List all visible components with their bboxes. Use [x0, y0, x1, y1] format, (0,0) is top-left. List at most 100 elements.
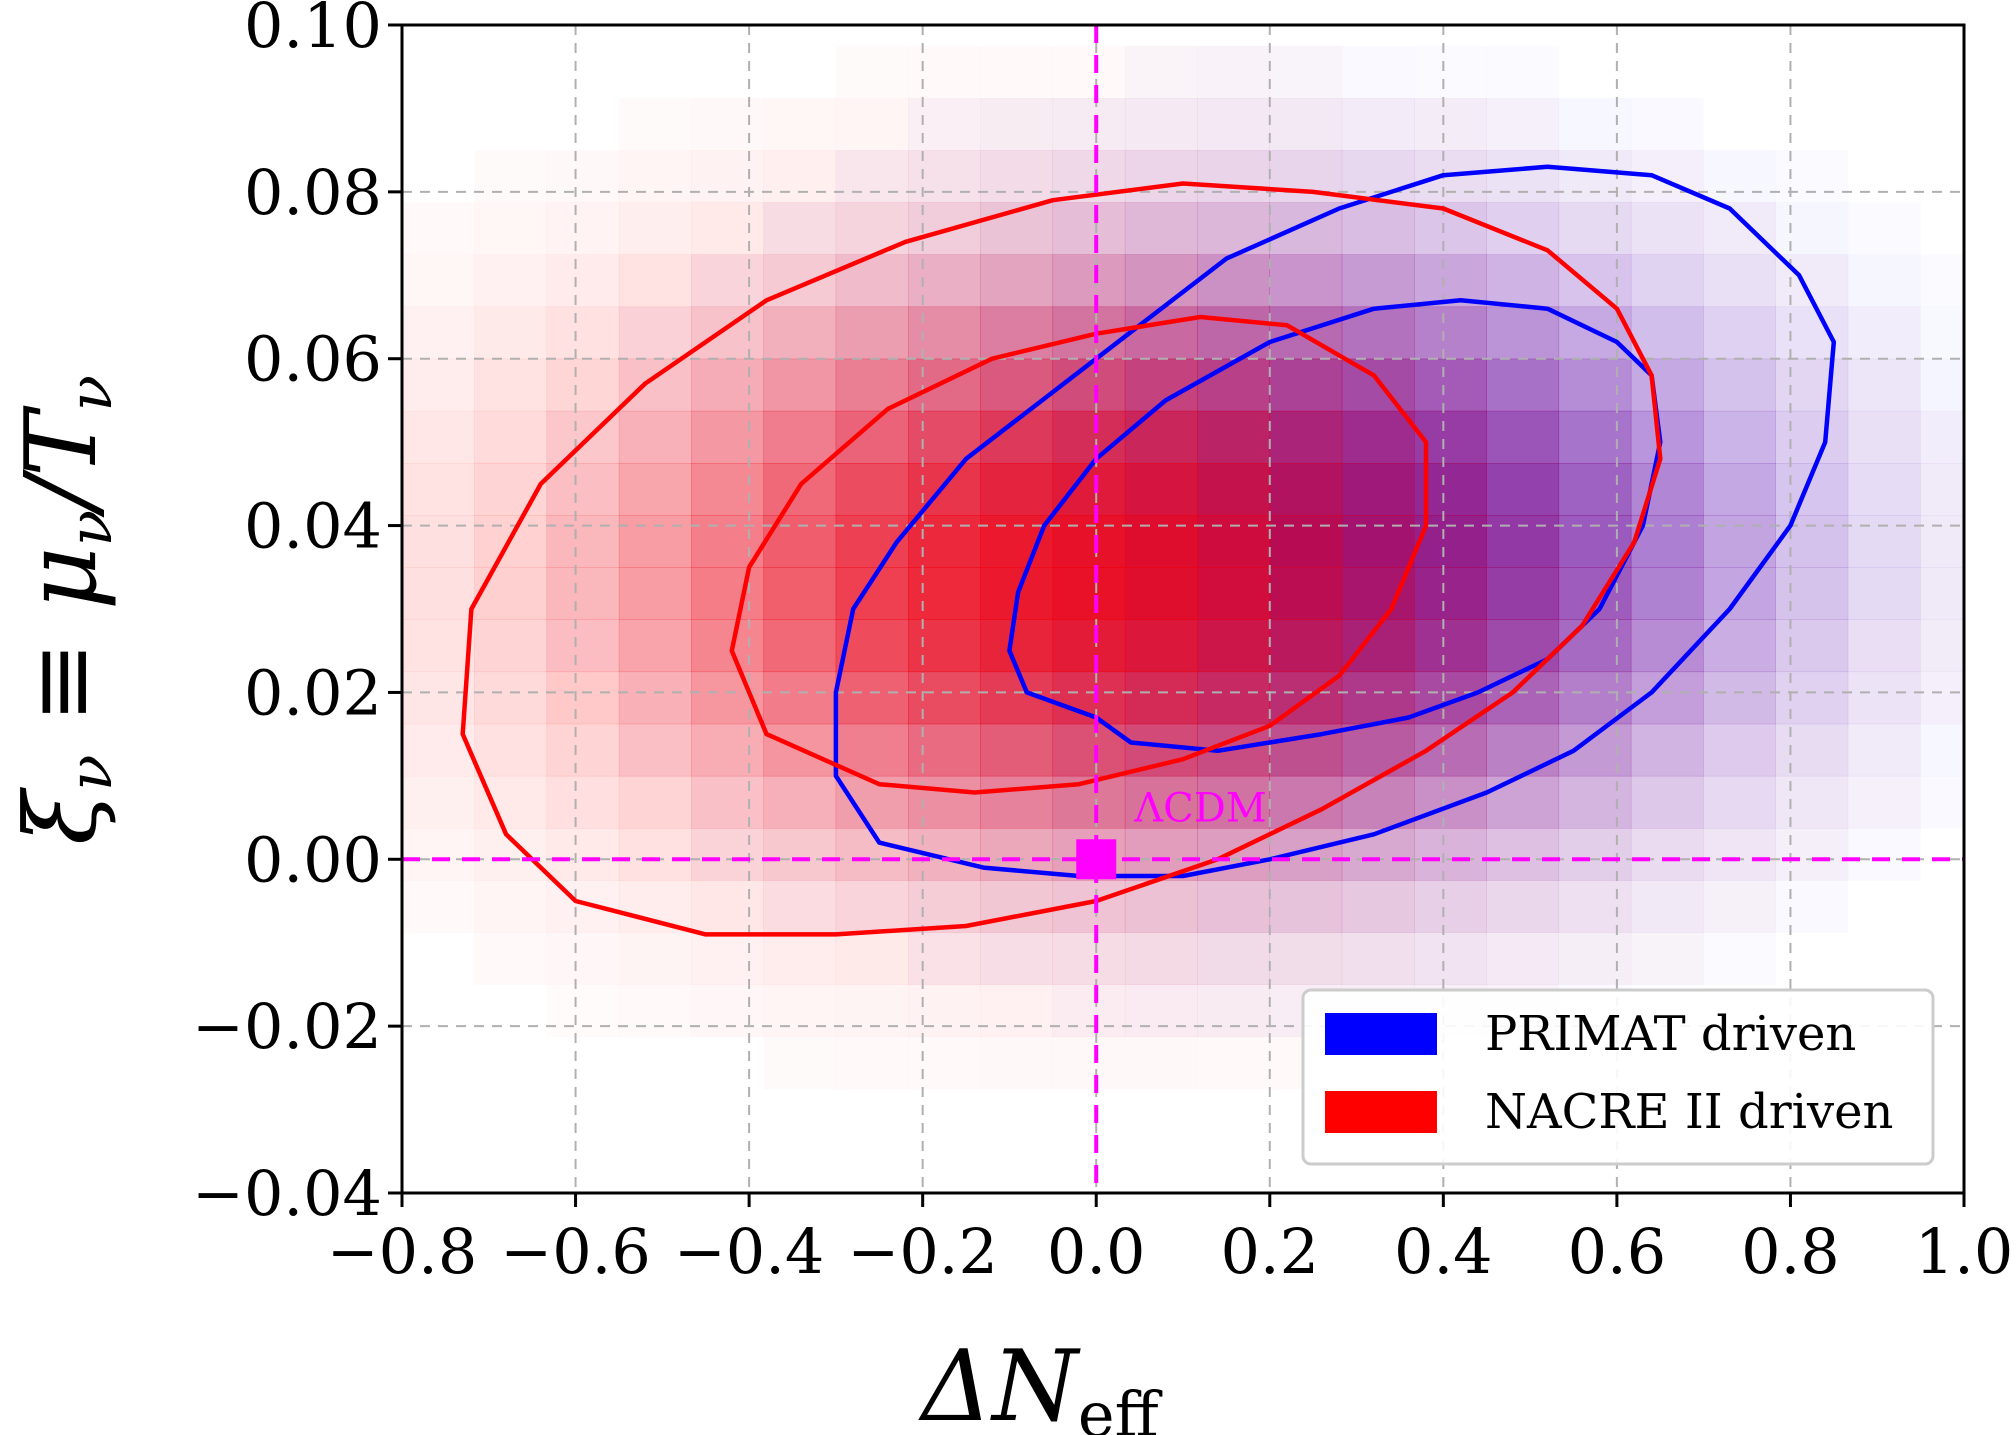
heatmap-cell [1486, 515, 1560, 568]
heatmap-cell [1558, 463, 1632, 516]
heatmap-cell [763, 671, 837, 725]
heatmap-cell [980, 880, 1054, 933]
heatmap-cell [1630, 775, 1704, 829]
heatmap-cell [1847, 463, 1921, 516]
heatmap-cell [1342, 46, 1415, 99]
heatmap-cell [835, 671, 909, 725]
x-tick-label: 0.8 [1741, 1215, 1840, 1288]
heatmap-cell [1847, 358, 1921, 412]
heatmap-cell [691, 828, 764, 881]
heatmap-cell [1053, 1037, 1126, 1090]
legend-swatch-nacre [1325, 1091, 1437, 1133]
primat-contour-1sigma [1007, 298, 1663, 754]
heatmap-cell [763, 775, 837, 829]
heatmap-cell [474, 202, 547, 255]
heatmap-cell [1341, 932, 1415, 985]
heatmap-cell [1197, 463, 1270, 516]
heatmap-cell [1414, 775, 1487, 829]
heatmap-cell [835, 306, 909, 360]
heatmap-cell [1775, 567, 1849, 620]
heatmap-cell [835, 410, 909, 464]
heatmap-cell [1197, 150, 1270, 203]
heatmap-cell [1920, 776, 1993, 829]
heatmap-cell [474, 306, 548, 360]
heatmap-cell [835, 828, 909, 881]
heatmap-cell [1197, 358, 1270, 412]
heatmap-cell [1341, 410, 1415, 464]
heatmap-cell [908, 98, 981, 151]
heatmap-cell [1920, 724, 1993, 777]
heatmap-cell [1269, 358, 1343, 412]
heatmap-cell [1124, 98, 1198, 151]
heatmap-cell [835, 984, 909, 1038]
heatmap-cell [691, 410, 764, 464]
heatmap-cell [1124, 202, 1198, 255]
heatmap-cell [1341, 723, 1415, 777]
heatmap-cell [546, 463, 620, 516]
heatmap-cell [1847, 671, 1921, 725]
heatmap-cell [1630, 723, 1704, 777]
heatmap-cell [1558, 515, 1632, 568]
heatmap-cell [618, 880, 692, 933]
heatmap-cell [1341, 254, 1415, 308]
heatmap-cell [474, 671, 548, 725]
heatmap-cell [1124, 306, 1198, 360]
heatmap-cell [1847, 567, 1921, 620]
y-tick-label: 0.00 [244, 823, 382, 896]
heatmap-cell [908, 671, 981, 725]
heatmap-cell [1414, 306, 1487, 360]
heatmap-cell [908, 567, 981, 620]
heatmap-cell [1052, 984, 1126, 1038]
heatmap-cell [1124, 671, 1198, 725]
heatmap-cell [474, 880, 547, 933]
heatmap-cell [1486, 150, 1560, 203]
legend-box [1301, 988, 1935, 1166]
heatmap-cell [402, 515, 475, 568]
heatmap-cell [1269, 828, 1343, 881]
primat-contour-2sigma [833, 164, 1837, 879]
heatmap-cell [1848, 307, 1921, 360]
heatmap-cell [1703, 202, 1776, 255]
heatmap-cell [546, 306, 620, 360]
heatmap-cell [1486, 150, 1559, 203]
heatmap-cell [1703, 828, 1776, 881]
heatmap-cell [1486, 619, 1560, 673]
heatmap-cell [1269, 932, 1343, 985]
heatmap-cell [1630, 306, 1704, 360]
heatmap-cell [1125, 1037, 1198, 1090]
heatmap-cell [619, 98, 692, 151]
heatmap-cell [1124, 306, 1198, 360]
heatmap-cell [1920, 307, 1993, 360]
heatmap-cell [1558, 254, 1632, 308]
heatmap-cell [1703, 723, 1776, 777]
heatmap-cell [474, 619, 548, 673]
heatmap-cell [1197, 880, 1270, 933]
heatmap-cell [763, 984, 836, 1037]
contours [460, 164, 1837, 937]
heatmap-cell [691, 254, 764, 308]
heatmap-cell [835, 463, 909, 516]
reference-lines [402, 25, 1964, 1193]
heatmap-cell [1341, 880, 1415, 933]
heatmap-cell [1486, 828, 1560, 881]
heatmap-cell [1775, 828, 1848, 881]
heatmap-cell [1269, 46, 1342, 99]
heatmap-cell [618, 932, 692, 985]
heatmap-cell [1630, 463, 1704, 516]
heatmap-cell [1197, 98, 1270, 151]
heatmap-cell [1197, 515, 1270, 568]
heatmap-cell [1558, 254, 1632, 308]
heatmap-cell [1486, 880, 1560, 933]
heatmap-cell [474, 150, 547, 203]
heatmap-cell [402, 828, 475, 881]
heatmap-cell [1775, 307, 1848, 360]
heatmap-cell [1775, 880, 1848, 933]
y-axis-label: ξν ≡ μν/Tν [5, 375, 126, 845]
heatmap-cell [618, 358, 692, 412]
heatmap-cell [1848, 202, 1921, 255]
heatmap-cell [763, 619, 837, 673]
heatmap-cell [1197, 567, 1270, 620]
heatmap-cell [402, 567, 475, 620]
heatmap-cell [474, 932, 547, 985]
